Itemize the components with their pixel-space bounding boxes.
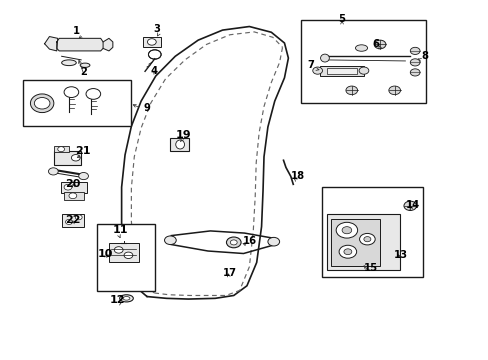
Ellipse shape [80,63,90,67]
Circle shape [147,39,156,45]
Text: 8: 8 [421,51,427,61]
Text: 20: 20 [65,179,81,189]
Circle shape [409,47,419,54]
Text: 14: 14 [405,200,419,210]
Text: 4: 4 [150,66,158,76]
Text: 7: 7 [306,60,313,70]
Circle shape [345,86,357,95]
Ellipse shape [120,295,133,302]
Bar [327,214,399,270]
Text: 19: 19 [175,130,191,140]
Circle shape [409,59,419,66]
Bar [54,150,81,165]
Circle shape [342,227,351,234]
Bar [54,146,69,152]
Ellipse shape [30,94,54,113]
Bar [321,187,422,277]
Circle shape [403,201,416,211]
Bar [109,243,139,262]
Circle shape [230,240,237,245]
Bar [330,220,379,266]
Text: 17: 17 [223,268,236,278]
Ellipse shape [175,140,184,149]
Bar [300,21,426,103]
Circle shape [343,249,351,255]
Text: 6: 6 [372,39,379,49]
Circle shape [359,233,374,245]
Text: 5: 5 [338,14,345,24]
Circle shape [358,67,368,74]
Circle shape [64,87,79,98]
Text: 12: 12 [110,295,125,305]
Text: 21: 21 [75,146,90,156]
Circle shape [48,168,58,175]
Circle shape [148,50,161,59]
Text: 9: 9 [143,103,150,113]
Text: 2: 2 [80,67,87,77]
Circle shape [335,222,357,238]
Bar [22,80,131,126]
Circle shape [75,215,82,220]
Circle shape [86,89,101,99]
Text: 3: 3 [153,24,160,35]
Ellipse shape [123,297,130,300]
Circle shape [409,69,419,76]
Text: 1: 1 [73,26,80,36]
Text: 11: 11 [112,225,128,235]
Circle shape [312,67,322,74]
Circle shape [124,252,133,258]
Text: 16: 16 [242,236,256,246]
Circle shape [71,154,80,161]
Bar [327,68,356,74]
Text: 22: 22 [65,215,81,225]
Circle shape [34,98,50,109]
Bar [62,214,84,226]
Circle shape [373,40,385,49]
Circle shape [65,220,72,225]
Ellipse shape [61,60,76,66]
Text: 10: 10 [98,248,113,258]
Circle shape [388,86,400,95]
Circle shape [164,236,176,244]
Bar [64,192,83,200]
Bar [61,182,87,193]
Bar [320,66,363,76]
Polygon shape [103,39,113,51]
Text: 15: 15 [364,263,378,273]
Text: 13: 13 [393,250,407,260]
Ellipse shape [355,45,367,51]
Text: 18: 18 [290,171,305,181]
Circle shape [338,245,356,258]
Circle shape [114,247,123,253]
Circle shape [363,237,370,242]
Ellipse shape [320,54,329,62]
Circle shape [64,184,72,190]
Bar [170,138,188,151]
Bar [143,37,160,47]
Circle shape [69,193,77,199]
Circle shape [79,172,88,180]
Circle shape [58,147,64,152]
Polygon shape [44,37,58,51]
Polygon shape [57,39,103,51]
Circle shape [226,237,241,248]
Circle shape [267,237,279,246]
Bar [97,224,155,291]
